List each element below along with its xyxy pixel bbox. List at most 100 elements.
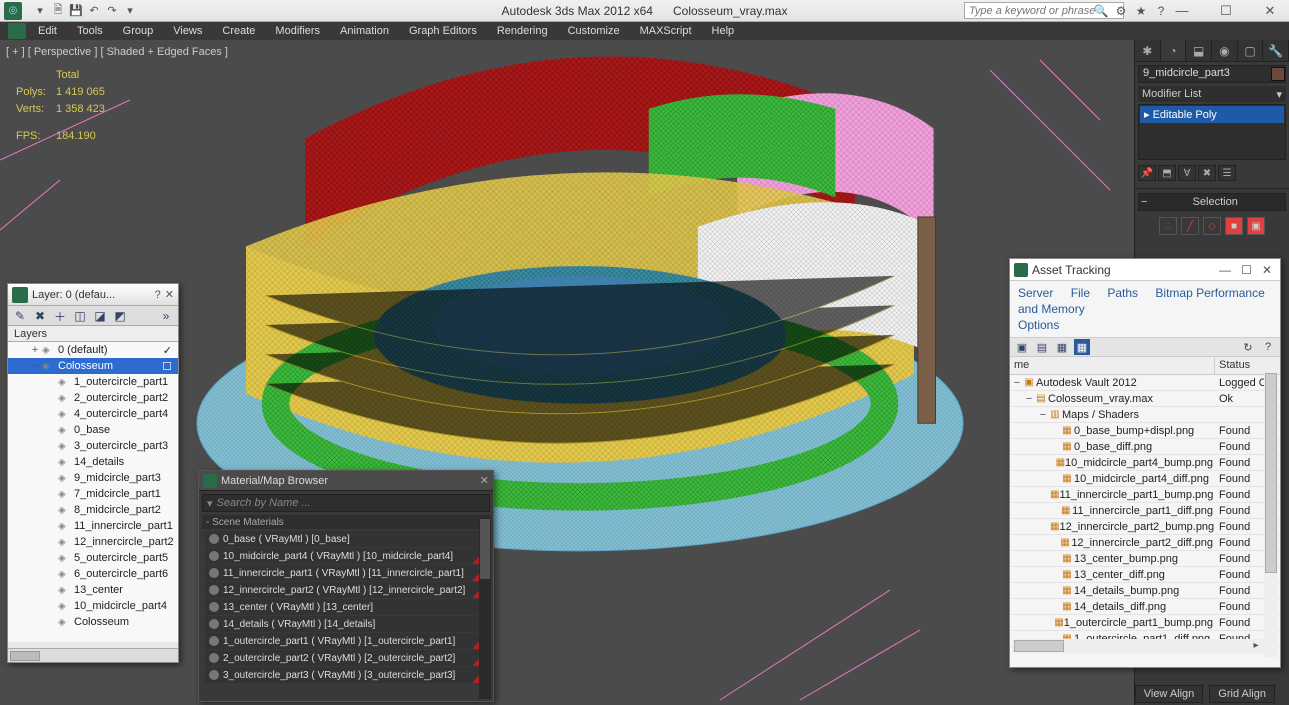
material-row[interactable]: 13_center ( VRayMtl ) [13_center] — [205, 599, 487, 615]
asset-tb-help-icon[interactable]: ? — [1260, 339, 1276, 355]
menu-views[interactable]: Views — [165, 23, 210, 39]
qat-open-icon[interactable]: 🗎 — [50, 3, 66, 19]
qat-redo-icon[interactable]: ↷ — [104, 3, 120, 19]
menu-modifiers[interactable]: Modifiers — [267, 23, 328, 39]
asset-vscrollbar[interactable] — [1264, 371, 1278, 657]
matbrowser-titlebar[interactable]: Material/Map Browser ✕ — [199, 471, 493, 491]
tab-modify-icon[interactable]: ◔ — [1161, 40, 1187, 61]
asset-max-icon[interactable]: ☐ — [1241, 263, 1252, 277]
search-go-icon[interactable]: 🔍 — [1093, 3, 1109, 19]
object-color-swatch[interactable] — [1271, 67, 1285, 81]
material-row[interactable]: 1_outercircle_part1 ( VRayMtl ) [1_outer… — [205, 633, 487, 649]
layer-row[interactable]: ◈10_midcircle_part4 — [8, 598, 178, 614]
tab-create-icon[interactable]: ✱ — [1135, 40, 1161, 61]
menu-grapheditors[interactable]: Graph Editors — [401, 23, 485, 39]
asset-row[interactable]: ▦10_midcircle_part4_bump.pngFound — [1010, 455, 1280, 471]
grid-align-button[interactable]: Grid Align — [1209, 685, 1275, 703]
asset-menu-paths[interactable]: Paths — [1107, 286, 1138, 300]
modbtn-unique-icon[interactable]: ∀ — [1178, 165, 1196, 181]
tab-utilities-icon[interactable]: 🔧 — [1263, 40, 1289, 61]
qat-project-icon[interactable]: ▾ — [122, 3, 138, 19]
asset-min-icon[interactable]: — — [1219, 263, 1231, 277]
layer-row[interactable]: ◈14_details — [8, 454, 178, 470]
qat-new-icon[interactable]: ▾ — [32, 3, 48, 19]
comm-icon[interactable]: ⚙ — [1113, 3, 1129, 19]
tab-motion-icon[interactable]: ◉ — [1212, 40, 1238, 61]
asset-row[interactable]: −▤Colosseum_vray.maxOk — [1010, 391, 1280, 407]
layer-select-icon[interactable]: ◫ — [72, 308, 88, 324]
maximize-button[interactable]: ☐ — [1211, 3, 1241, 19]
layer-row[interactable]: ◈12_innercircle_part2 — [8, 534, 178, 550]
menu-create[interactable]: Create — [214, 23, 263, 39]
layer-row[interactable]: ◈0_base — [8, 422, 178, 438]
tab-hierarchy-icon[interactable]: ⬓ — [1186, 40, 1212, 61]
material-row[interactable]: 14_details ( VRayMtl ) [14_details] — [205, 616, 487, 632]
layer-row[interactable]: ◈2_outercircle_part2 — [8, 390, 178, 406]
asset-row[interactable]: ▦13_center_bump.pngFound — [1010, 551, 1280, 567]
layer-more-icon[interactable]: » — [158, 308, 174, 324]
layer-hscrollbar[interactable] — [8, 648, 178, 662]
modbtn-remove-icon[interactable]: ✖ — [1198, 165, 1216, 181]
asset-row[interactable]: ▦13_center_diff.pngFound — [1010, 567, 1280, 583]
asset-menu-bitmap[interactable]: Bitmap Performance and Memory — [1018, 286, 1265, 316]
subobj-polygon-icon[interactable]: ■ — [1225, 217, 1243, 235]
material-row[interactable]: 2_outercircle_part2 ( VRayMtl ) [2_outer… — [205, 650, 487, 666]
view-align-button[interactable]: View Align — [1135, 685, 1204, 703]
asset-tb1-icon[interactable]: ▣ — [1014, 339, 1030, 355]
modbtn-pin-icon[interactable]: 📌 — [1138, 165, 1156, 181]
layer-row[interactable]: ◈4_outercircle_part4 — [8, 406, 178, 422]
matbrowser-list[interactable]: 0_base ( VRayMtl ) [0_base]10_midcircle_… — [205, 531, 487, 683]
layer-row[interactable]: −◈Colosseum☐ — [8, 358, 178, 374]
asset-tb-refresh-icon[interactable]: ↻ — [1240, 339, 1256, 355]
rollout-selection[interactable]: −Selection — [1138, 193, 1286, 211]
subobj-element-icon[interactable]: ▣ — [1247, 217, 1265, 235]
asset-close-icon[interactable]: ✕ — [1262, 263, 1272, 277]
matbrowser-vscrollbar[interactable] — [479, 517, 491, 699]
layer-highlight-icon[interactable]: ◪ — [92, 308, 108, 324]
layer-row[interactable]: ◈7_midcircle_part1 — [8, 486, 178, 502]
asset-menu-options[interactable]: Options — [1018, 318, 1059, 332]
layer-row[interactable]: ◈13_center — [8, 582, 178, 598]
layer-row[interactable]: ◈6_outercircle_part6 — [8, 566, 178, 582]
layer-row[interactable]: +◈0 (default)✓ — [8, 342, 178, 358]
asset-row[interactable]: ▦0_base_bump+displ.pngFound — [1010, 423, 1280, 439]
modifier-list-dropdown[interactable]: Modifier List▾ — [1138, 86, 1286, 102]
layer-column-header[interactable]: Layers — [8, 326, 178, 342]
subobj-vertex-icon[interactable]: ∴ — [1159, 217, 1177, 235]
asset-tb3-icon[interactable]: ▦ — [1054, 339, 1070, 355]
menu-group[interactable]: Group — [115, 23, 162, 39]
layer-row[interactable]: ◈8_midcircle_part2 — [8, 502, 178, 518]
object-name-field[interactable]: 9_midcircle_part3 — [1138, 65, 1286, 83]
asset-grid[interactable]: −▣Autodesk Vault 2012Logged O−▤Colosseum… — [1010, 375, 1280, 663]
asset-menu-file[interactable]: File — [1071, 286, 1090, 300]
asset-row[interactable]: ▦0_base_diff.pngFound — [1010, 439, 1280, 455]
asset-hscrollbar[interactable]: ▸ — [1012, 639, 1264, 653]
modbtn-show-icon[interactable]: ⬒ — [1158, 165, 1176, 181]
asset-tb2-icon[interactable]: ▤ — [1034, 339, 1050, 355]
layer-new-icon[interactable]: ✎ — [12, 308, 28, 324]
modifier-stack[interactable]: ▸ Editable Poly — [1138, 104, 1286, 160]
layer-panel-titlebar[interactable]: Layer: 0 (defau... ? ✕ — [8, 284, 178, 306]
matbrowser-category[interactable]: - Scene Materials — [202, 515, 490, 529]
close-button[interactable]: ✕ — [1255, 3, 1285, 19]
layer-delete-icon[interactable]: ✖ — [32, 308, 48, 324]
asset-row[interactable]: ▦12_innercircle_part2_bump.pngFound — [1010, 519, 1280, 535]
asset-row[interactable]: −▥Maps / Shaders — [1010, 407, 1280, 423]
menu-help[interactable]: Help — [704, 23, 743, 39]
asset-row[interactable]: ▦11_innercircle_part1_bump.pngFound — [1010, 487, 1280, 503]
menu-animation[interactable]: Animation — [332, 23, 397, 39]
menu-tools[interactable]: Tools — [69, 23, 111, 39]
menu-maxscript[interactable]: MAXScript — [632, 23, 700, 39]
matbrowser-search[interactable]: ▾ Search by Name ... — [202, 494, 490, 512]
layer-row[interactable]: ◈1_outercircle_part1 — [8, 374, 178, 390]
qat-save-icon[interactable]: 💾 — [68, 3, 84, 19]
layer-row[interactable]: ◈11_innercircle_part1 — [8, 518, 178, 534]
layer-row[interactable]: ◈9_midcircle_part3 — [8, 470, 178, 486]
layer-tree[interactable]: +◈0 (default)✓−◈Colosseum☐◈1_outercircle… — [8, 342, 178, 642]
asset-row[interactable]: ▦10_midcircle_part4_diff.pngFound — [1010, 471, 1280, 487]
menu-edit[interactable]: Edit — [30, 23, 65, 39]
minimize-button[interactable]: — — [1167, 3, 1197, 19]
app-menu-button[interactable] — [8, 23, 26, 39]
asset-row[interactable]: ▦14_details_diff.pngFound — [1010, 599, 1280, 615]
app-icon[interactable]: ◎ — [4, 2, 22, 20]
